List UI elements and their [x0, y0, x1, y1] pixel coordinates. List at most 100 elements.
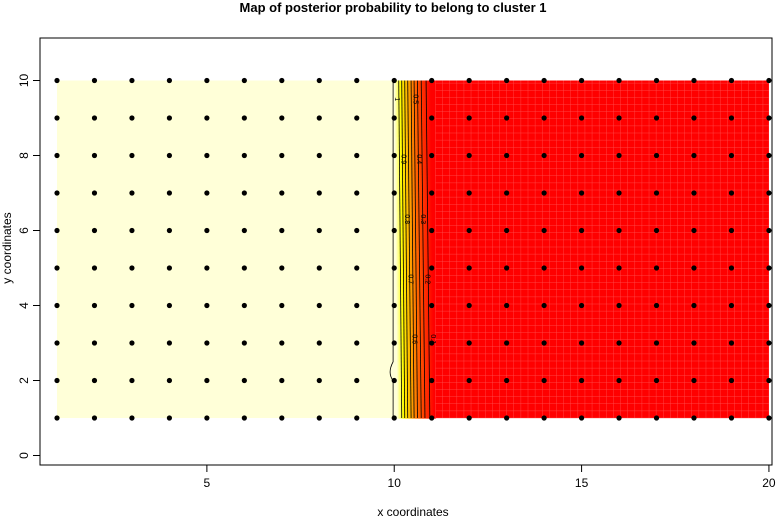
field-cell	[431, 136, 434, 157]
field-cell	[421, 361, 423, 382]
sample-point	[504, 415, 510, 421]
field-cell	[430, 249, 433, 269]
field-cell	[429, 155, 432, 175]
field-cell	[432, 249, 435, 269]
sample-point	[578, 115, 585, 121]
field-cell	[412, 343, 414, 363]
field-cell	[397, 286, 399, 307]
field-cell	[396, 211, 398, 232]
sample-point	[129, 152, 135, 159]
sample-point	[766, 302, 772, 309]
field-cell	[414, 136, 417, 157]
sample-point	[166, 302, 173, 309]
field-cell	[397, 211, 400, 232]
field-cell	[423, 99, 425, 119]
x-axis-label: x coordinates	[377, 505, 448, 518]
field-cell	[414, 174, 417, 194]
field-cell	[432, 155, 435, 175]
field-cell	[403, 193, 406, 213]
sample-point	[466, 302, 472, 309]
field-cell	[424, 286, 426, 307]
sample-point	[166, 227, 173, 234]
field-cell	[425, 193, 427, 213]
y-tick-label: 0	[17, 452, 31, 459]
field-cell	[414, 155, 417, 175]
field-cell	[400, 305, 403, 325]
field-cell	[412, 268, 415, 288]
field-cell	[402, 399, 405, 419]
field-cell	[419, 136, 422, 157]
field-cell	[391, 155, 393, 175]
field-cell	[394, 99, 396, 119]
field-cell	[426, 268, 428, 288]
field-cell	[410, 118, 412, 138]
field-cell	[395, 193, 397, 213]
sample-point	[541, 227, 547, 234]
sample-point	[728, 77, 735, 84]
sample-point	[91, 340, 98, 346]
sample-point	[653, 377, 660, 384]
sample-point	[766, 227, 772, 234]
field-cell	[428, 155, 431, 175]
sample-point	[166, 377, 173, 384]
field-cell	[419, 174, 422, 194]
field-cell	[402, 193, 405, 213]
field-cell	[427, 380, 430, 400]
field-cell	[432, 80, 435, 100]
field-cell	[430, 324, 433, 344]
field-cell	[417, 249, 420, 269]
contour-label: 0.1	[429, 334, 436, 344]
field-cell	[421, 230, 423, 250]
field-cell	[398, 286, 401, 307]
field-cell	[400, 155, 403, 175]
field-cell	[432, 268, 435, 288]
field-cell	[408, 136, 410, 157]
sample-point	[504, 340, 510, 346]
field-cell	[426, 99, 428, 119]
field-cell	[420, 193, 422, 213]
field-cell	[430, 305, 433, 325]
field-cell	[428, 99, 431, 119]
y-tick-label: 4	[17, 302, 31, 309]
field-cell	[427, 286, 429, 307]
field-cell	[402, 343, 405, 363]
field-cell	[423, 193, 425, 213]
field-cell	[431, 286, 434, 307]
field-cell	[395, 80, 397, 100]
field-cell	[390, 230, 393, 250]
sample-point	[578, 377, 585, 384]
sample-point	[616, 377, 622, 384]
field-cell	[401, 305, 404, 325]
sample-point	[691, 340, 697, 346]
sample-point	[653, 77, 660, 84]
field-cell	[394, 136, 396, 157]
field-cell	[430, 380, 433, 400]
sample-point	[466, 415, 472, 421]
field-cell	[407, 361, 409, 382]
field-cell	[396, 249, 398, 269]
field-cell	[405, 343, 408, 363]
field-cell	[416, 211, 419, 232]
sample-point	[691, 115, 697, 121]
field-cell	[397, 399, 399, 419]
sample-point	[354, 77, 360, 84]
field-cell	[415, 118, 418, 138]
sample-point	[653, 190, 660, 196]
field-cell	[426, 211, 428, 232]
field-cell	[431, 305, 434, 325]
sample-point	[504, 302, 510, 309]
field-cell	[402, 136, 405, 157]
field-cell	[401, 249, 404, 269]
field-cell	[397, 361, 400, 382]
sample-point	[653, 115, 660, 121]
sample-point	[504, 190, 510, 196]
field-cell	[419, 399, 422, 419]
sample-point	[241, 340, 247, 346]
sample-point	[728, 340, 735, 346]
field-cell	[426, 193, 428, 213]
field-cell	[423, 155, 425, 175]
field-cell	[398, 268, 401, 288]
field-cell	[431, 399, 434, 419]
field-cell	[425, 343, 427, 363]
field-cell	[412, 80, 415, 100]
